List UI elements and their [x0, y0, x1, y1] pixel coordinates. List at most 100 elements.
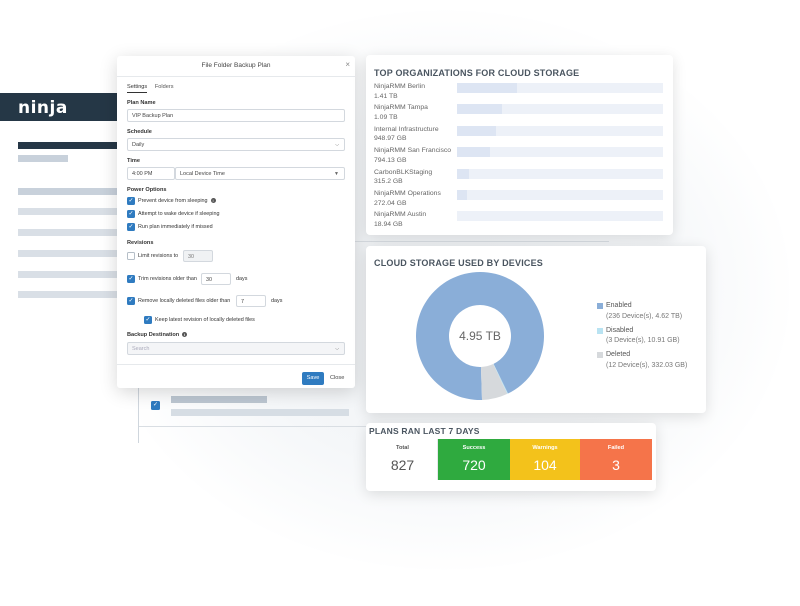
- info-icon[interactable]: i: [210, 198, 216, 204]
- org-size: 794.13 GB: [374, 156, 407, 164]
- org-row-label: NinjaRMM Austin 18.94 GB: [374, 210, 426, 229]
- time-label: Time: [127, 158, 140, 164]
- org-row-label: NinjaRMM Operations 272.04 GB: [374, 189, 441, 208]
- donut-chart: 4.95 TB: [416, 271, 544, 400]
- org-name: NinjaRMM Operations: [374, 190, 441, 197]
- prevent-sleep-label: Prevent device from sleeping: [138, 198, 208, 204]
- donut-total: 4.95 TB: [459, 329, 501, 343]
- legend-detail: (236 Device(s), 4.62 TB): [606, 312, 683, 320]
- donut-slice-deleted[interactable]: [480, 364, 508, 400]
- org-size: 18.94 GB: [374, 220, 403, 228]
- modal-tabs: Settings Folders: [127, 84, 180, 93]
- placeholder-bar: [171, 409, 349, 416]
- org-bar-track: [457, 147, 663, 158]
- legend-detail: (12 Device(s), 332.03 GB): [606, 361, 688, 369]
- backup-plan-modal: File Folder Backup Plan × Settings Folde…: [117, 56, 355, 388]
- org-size: 1.41 TB: [374, 92, 398, 100]
- time-input[interactable]: 4:00 PM: [127, 167, 175, 180]
- stat-failed[interactable]: Failed 3: [580, 439, 652, 480]
- caret-down-icon: ▼: [334, 171, 339, 177]
- trim-revisions-input[interactable]: 30: [201, 273, 231, 285]
- org-bar-fill: [457, 190, 468, 200]
- donut-slice-enabled[interactable]: [416, 271, 544, 400]
- limit-revisions-label: Limit revisions to: [138, 253, 179, 259]
- run-missed-checkbox[interactable]: ✓: [127, 223, 135, 231]
- plan-name-input[interactable]: VIP Backup Plan: [127, 109, 345, 122]
- plans-card: PLANS RAN LAST 7 DAYS Total 827 Success 720…: [366, 423, 656, 491]
- stat-warnings[interactable]: Warnings 104: [510, 439, 580, 480]
- prevent-sleep-checkbox[interactable]: ✓: [127, 197, 135, 205]
- stat-value: 827: [390, 457, 415, 473]
- remove-unit: days: [271, 298, 283, 304]
- prevent-sleep-text: Prevent device from sleeping i: [138, 198, 216, 204]
- divider: [117, 76, 355, 77]
- info-icon[interactable]: i: [182, 332, 188, 338]
- close-icon[interactable]: ×: [345, 60, 350, 69]
- stat-value: 720: [462, 457, 486, 473]
- org-bar-fill: [457, 168, 470, 179]
- close-button[interactable]: Close: [330, 375, 345, 381]
- donut-slice-disabled[interactable]: [493, 363, 508, 394]
- remove-deleted-input[interactable]: 7: [236, 295, 266, 307]
- org-size: 948.97 GB: [374, 135, 407, 143]
- keep-latest-label: Keep latest revision of locally deleted …: [155, 317, 255, 323]
- org-row-label: NinjaRMM Tampa 1.09 TB: [374, 103, 428, 122]
- timezone-value: Local Device Time: [180, 171, 225, 177]
- org-bar-track: [457, 125, 663, 136]
- org-row-label: CarbonBLKStaging 315.2 GB: [374, 168, 432, 187]
- keep-latest-checkbox[interactable]: ✓: [144, 316, 152, 324]
- placeholder-bar: [18, 291, 118, 298]
- legend-swatch: [597, 352, 603, 358]
- org-bar-track: [457, 104, 663, 115]
- org-size: 272.04 GB: [374, 199, 407, 207]
- trim-revisions-checkbox[interactable]: ✓: [127, 275, 135, 283]
- org-name: NinjaRMM Tampa: [374, 104, 428, 112]
- stat-value: 104: [533, 457, 557, 473]
- power-options-label: Power Options: [127, 187, 167, 193]
- legend-label: Disabled: [606, 326, 634, 334]
- save-button[interactable]: Save: [302, 372, 324, 385]
- row-checkbox[interactable]: ✓: [151, 401, 160, 410]
- stat-label: Total: [396, 445, 409, 451]
- top-orgs-card: TOP ORGANIZATIONS FOR CLOUD STORAGE Ninj…: [366, 55, 673, 235]
- tab-settings[interactable]: Settings: [127, 84, 148, 93]
- org-name: NinjaRMM Austin: [374, 211, 427, 219]
- ninja-logo: ninja: [18, 98, 68, 118]
- placeholder-bar: [171, 396, 267, 403]
- schedule-label: Schedule: [127, 129, 152, 135]
- schedule-select[interactable]: Daily ⌵: [127, 138, 345, 151]
- remove-deleted-checkbox[interactable]: ✓: [127, 297, 135, 305]
- limit-revisions-input[interactable]: 30: [183, 250, 213, 262]
- placeholder-bar: [18, 271, 118, 278]
- legend-item-deleted: Deleted (12 Device(s), 332.03 GB): [597, 350, 688, 371]
- placeholder-bar: [18, 155, 68, 162]
- destination-search[interactable]: Search ⌵: [127, 342, 345, 355]
- stat-label: Success: [462, 445, 486, 451]
- org-bar-fill: [457, 147, 490, 158]
- legend-label: Deleted: [606, 351, 631, 358]
- legend-swatch: [597, 303, 603, 309]
- plans-title: PLANS RAN LAST 7 DAYS: [369, 426, 480, 436]
- limit-revisions-checkbox[interactable]: [127, 252, 135, 260]
- trim-unit: days: [236, 276, 248, 282]
- remove-deleted-label: Remove locally deleted files older than: [138, 298, 231, 304]
- stat-label: Failed: [607, 445, 625, 451]
- org-bar-fill: [457, 104, 503, 115]
- divider: [117, 364, 355, 365]
- legend-item-enabled: Enabled (236 Device(s), 4.62 TB): [597, 301, 683, 322]
- legend-item-disabled: Disabled (3 Device(s), 10.91 GB): [597, 326, 680, 347]
- modal-title: File Folder Backup Plan: [201, 62, 271, 69]
- stat-value: 3: [612, 457, 620, 473]
- wake-device-checkbox[interactable]: ✓: [127, 210, 135, 218]
- org-name: CarbonBLKStaging: [374, 168, 433, 176]
- tab-folders[interactable]: Folders: [154, 84, 174, 90]
- legend-detail: (3 Device(s), 10.91 GB): [606, 337, 680, 344]
- timezone-select[interactable]: Local Device Time ▼: [175, 167, 345, 180]
- org-row-label: NinjaRMM Berlin 1.41 TB: [374, 82, 425, 101]
- stat-success[interactable]: Success 720: [438, 439, 510, 480]
- org-bar-track: [457, 168, 663, 179]
- legend-swatch: [597, 327, 603, 334]
- revisions-label: Revisions: [127, 240, 154, 246]
- stat-total[interactable]: Total 827: [368, 439, 438, 480]
- placeholder-bar: [18, 208, 118, 215]
